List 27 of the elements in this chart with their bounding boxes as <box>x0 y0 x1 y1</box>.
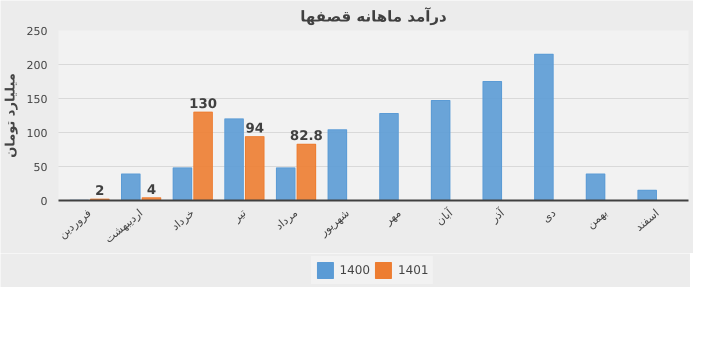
x-tick-label: مهر <box>381 206 404 228</box>
data-label: 130 <box>189 97 218 112</box>
data-label: 94 <box>245 122 264 137</box>
x-tick-label: مرداد <box>272 206 300 232</box>
x-tick-label: دی <box>540 206 559 226</box>
chart-title: درآمد ماهانه قصفها <box>300 6 448 26</box>
data-label: 82.8 <box>290 129 323 144</box>
x-tick-label: آذر <box>486 205 508 226</box>
x-tick-label: آبان <box>432 205 456 228</box>
y-axis-title: میلیارد تومان <box>4 73 19 158</box>
x-tick-label: فروردین <box>56 206 94 242</box>
legend-label: 1401 <box>398 263 429 277</box>
x-tick-label: اسفند <box>632 206 662 234</box>
data-label: 4 <box>146 182 156 198</box>
x-tick-label: بهمن <box>584 206 610 232</box>
x-tick-label: خرداد <box>168 206 197 234</box>
x-tick-label: تیر <box>230 206 249 226</box>
legend-label: 1400 <box>339 263 370 277</box>
x-tick-label: اردیبهشت <box>102 206 146 246</box>
y-tick-label: 0 <box>40 195 48 208</box>
y-tick-label: 200 <box>26 59 48 72</box>
y-tick-label: 50 <box>34 161 48 174</box>
y-tick-label: 250 <box>26 25 48 38</box>
y-tick-label: 100 <box>26 127 48 140</box>
x-tick-label: شهریور <box>316 206 352 240</box>
y-tick-label: 150 <box>26 93 48 106</box>
data-label: 2 <box>95 184 104 200</box>
